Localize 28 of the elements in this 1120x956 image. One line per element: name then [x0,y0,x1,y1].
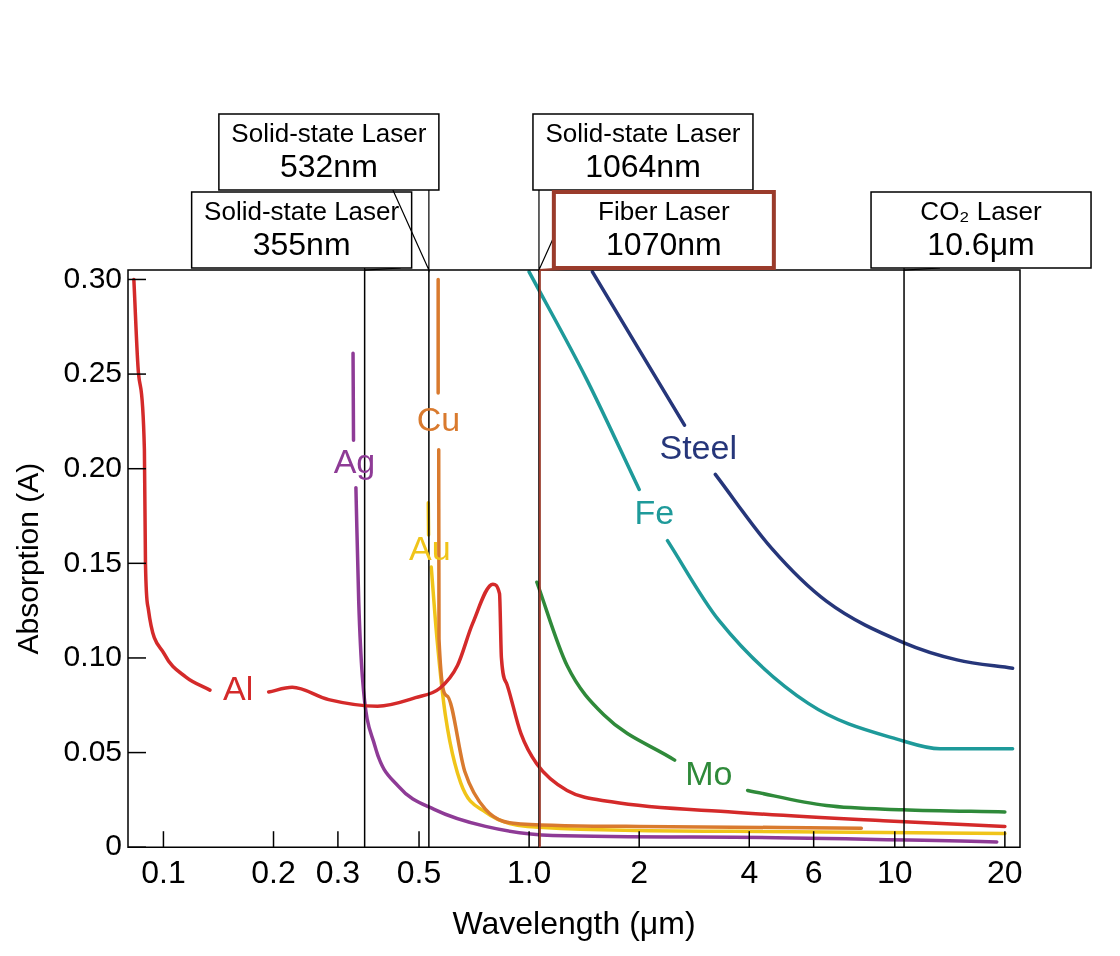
ref-line-label: Solid-state Laser 355nm [204,196,400,262]
y-tick-label: 0 [105,828,122,862]
y-tick-label: 0.20 [63,449,122,483]
y-axis-title: Absorption (A) [11,462,45,655]
x-tick-label: 20 [987,854,1023,891]
y-tick-label: 0.25 [63,355,122,389]
y-tick-label: 0.15 [63,544,122,578]
x-tick-label: 0.3 [315,854,361,891]
y-tick-label: 0.05 [63,733,122,767]
series-label: Mo [685,753,733,792]
x-tick-label: 0.5 [396,854,442,891]
ref-line-label: Fiber Laser 1070nm [598,196,730,262]
x-axis-title: Wavelength (μm) [452,904,696,941]
ref-line-label: CO₂ Laser 10.6μm [920,196,1043,262]
x-tick-label: 4 [740,854,759,891]
ref-line-label: Solid-state Laser 1064nm [545,118,741,184]
x-tick-label: 10 [876,854,913,891]
series-label: Al [222,669,254,708]
x-tick-label: 1.0 [506,854,552,891]
x-tick-label: 0.1 [141,854,186,891]
ref-line-label: Solid-state Laser 532nm [231,118,427,184]
series-label: Steel [659,428,737,467]
y-tick-label: 0.30 [63,260,122,294]
x-tick-label: 0.2 [251,854,296,891]
x-tick-label: 6 [804,854,823,891]
series-label: Fe [634,493,675,532]
x-tick-label: 2 [630,854,649,891]
y-tick-label: 0.10 [63,639,122,673]
